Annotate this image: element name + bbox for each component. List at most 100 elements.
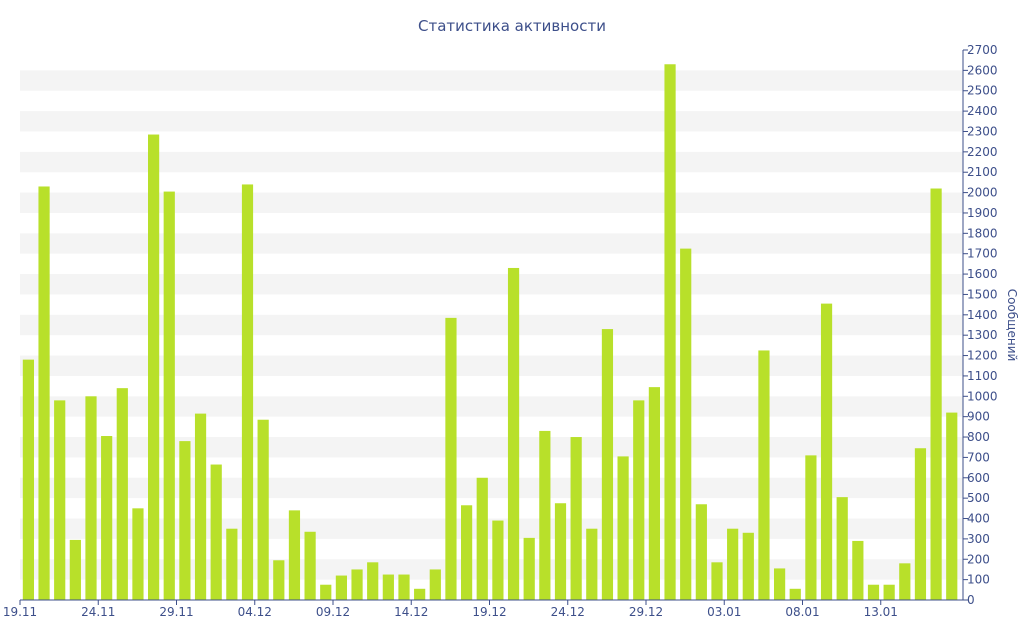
bar xyxy=(554,503,567,600)
bar xyxy=(85,396,97,600)
y-tick-label: 2200 xyxy=(967,145,998,159)
bar xyxy=(820,303,833,600)
y-tick-label: 1100 xyxy=(967,369,998,383)
bar xyxy=(69,539,81,600)
bar xyxy=(836,497,848,600)
bar xyxy=(116,388,128,600)
grid-band xyxy=(20,396,963,417)
y-tick-label: 1900 xyxy=(967,206,998,220)
x-tick-label: 09.12 xyxy=(316,605,350,619)
grid-band xyxy=(20,274,963,295)
bars-group xyxy=(22,64,958,600)
bar xyxy=(648,387,660,600)
bar xyxy=(38,186,50,600)
y-tick-label: 200 xyxy=(967,552,990,566)
bar xyxy=(601,329,614,600)
bar xyxy=(367,562,379,600)
bar xyxy=(179,441,191,600)
bar xyxy=(148,134,160,600)
bar xyxy=(758,350,770,600)
grid-bands xyxy=(20,70,963,580)
grid-band xyxy=(20,192,963,213)
bar xyxy=(382,574,394,600)
bar xyxy=(805,455,817,600)
y-tick-label: 1200 xyxy=(967,349,998,363)
bar xyxy=(680,248,692,600)
bar xyxy=(398,574,410,600)
x-tick-label: 03.01 xyxy=(707,605,741,619)
y-tick-label: 700 xyxy=(967,450,990,464)
chart-title: Статистика активности xyxy=(418,17,606,35)
bar xyxy=(695,504,707,600)
y-tick-label: 1800 xyxy=(967,226,998,240)
bar xyxy=(852,540,864,600)
y-tick-label: 2000 xyxy=(967,186,998,200)
bar xyxy=(617,456,629,600)
bar xyxy=(946,412,958,600)
bar xyxy=(476,477,488,600)
bar xyxy=(241,184,254,600)
bar xyxy=(789,588,801,600)
bar xyxy=(210,464,222,600)
bar xyxy=(492,520,504,600)
x-ticks: 19.11 24.11 29.11 04.12 09.12 14.12 19.12 24.12… xyxy=(3,600,898,619)
x-tick-label: 13.01 xyxy=(864,605,898,619)
x-tick-label: 29.12 xyxy=(629,605,663,619)
bar xyxy=(742,532,754,600)
grid-band xyxy=(20,151,963,173)
y-ticks: 0 100 200 300 400 500 600 700 800 900 1000 1100 1200… xyxy=(963,43,998,607)
bar xyxy=(711,562,723,600)
grid-band xyxy=(20,477,963,499)
bar xyxy=(539,430,551,600)
bar xyxy=(445,317,457,600)
y-tick-label: 500 xyxy=(967,491,990,505)
bar xyxy=(320,584,332,600)
y-tick-label: 100 xyxy=(967,573,990,587)
bar xyxy=(414,588,426,600)
grid-band xyxy=(20,355,963,376)
y-axis-label: Сообщений xyxy=(1005,289,1019,362)
bar xyxy=(257,419,269,600)
axes-group xyxy=(20,50,964,601)
bar xyxy=(429,569,441,600)
bar xyxy=(288,510,301,600)
y-tick-label: 2400 xyxy=(967,104,998,118)
grid-band xyxy=(20,314,963,336)
y-tick-label: 300 xyxy=(967,532,990,546)
x-tick-label: 24.11 xyxy=(81,605,115,619)
y-tick-label: 1300 xyxy=(967,328,998,342)
y-tick-label: 2300 xyxy=(967,124,998,138)
y-tick-label: 1000 xyxy=(967,389,998,403)
x-tick-label: 14.12 xyxy=(394,605,428,619)
bar xyxy=(194,413,207,600)
x-tick-label: 19.12 xyxy=(472,605,506,619)
bar xyxy=(633,400,645,600)
bar xyxy=(899,563,911,600)
bar xyxy=(163,191,175,600)
y-tick-label: 1700 xyxy=(967,247,998,261)
bar xyxy=(304,531,316,600)
bar xyxy=(226,528,238,600)
x-tick-label: 04.12 xyxy=(238,605,272,619)
y-tick-label: 400 xyxy=(967,512,990,526)
x-tick-label: 08.01 xyxy=(785,605,819,619)
bar xyxy=(664,64,676,600)
grid-band xyxy=(20,111,963,132)
bar xyxy=(22,359,34,600)
y-tick-label: 600 xyxy=(967,471,990,485)
bar xyxy=(101,436,113,600)
y-tick-label: 1400 xyxy=(967,308,998,322)
bar xyxy=(930,188,942,600)
y-tick-label: 900 xyxy=(967,410,990,424)
bar xyxy=(914,448,927,600)
y-tick-label: 0 xyxy=(967,593,975,607)
y-tick-label: 1500 xyxy=(967,287,998,301)
bar xyxy=(883,584,895,600)
y-tick-label: 800 xyxy=(967,430,990,444)
bar xyxy=(507,267,520,600)
x-tick-label: 24.12 xyxy=(551,605,585,619)
bar xyxy=(132,508,144,600)
grid-band xyxy=(20,233,963,254)
